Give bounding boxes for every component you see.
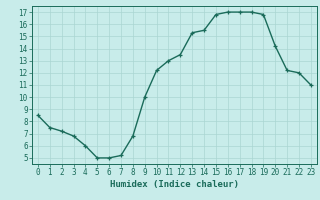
X-axis label: Humidex (Indice chaleur): Humidex (Indice chaleur) [110, 180, 239, 189]
